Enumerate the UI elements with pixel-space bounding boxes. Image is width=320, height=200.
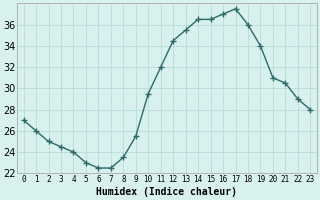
X-axis label: Humidex (Indice chaleur): Humidex (Indice chaleur) — [96, 186, 237, 197]
